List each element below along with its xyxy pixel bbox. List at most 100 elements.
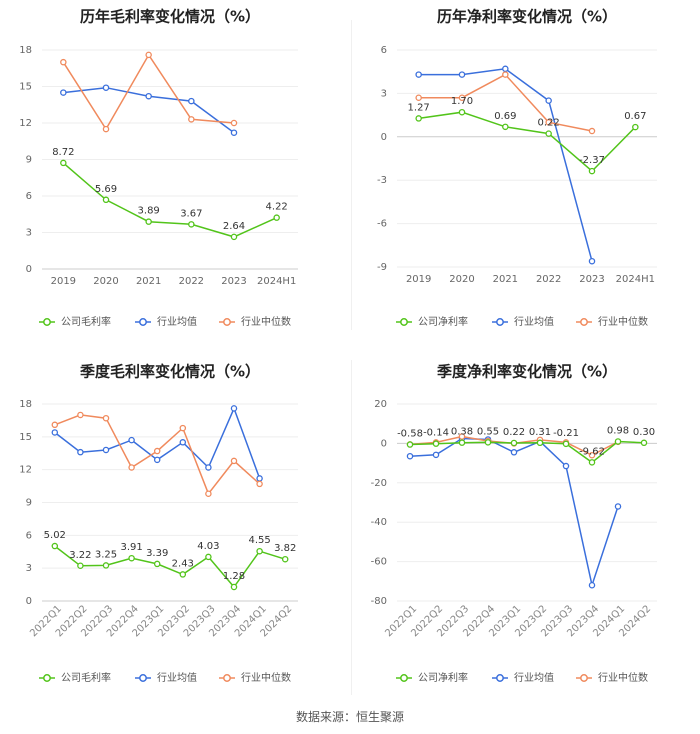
chart3-series-1-point-1 xyxy=(77,448,84,456)
chart1-xtick-label-2: 2021 xyxy=(136,276,161,287)
chart3-data-label-2: 3.25 xyxy=(95,549,117,560)
chart3-data-label-3: 3.91 xyxy=(120,542,142,553)
chart2-xtick-label-3: 2022 xyxy=(536,274,561,285)
chart4-series-1-point-0 xyxy=(406,452,414,460)
chart2-series-0-point-4 xyxy=(588,167,596,175)
chart1-series-2-point-0 xyxy=(60,58,67,66)
chart3-ytick-label-1: 3 xyxy=(26,563,32,574)
chart4-ytick-label-0: -80 xyxy=(371,596,387,607)
chart1-series-2-point-1 xyxy=(102,125,110,133)
chart4-legend-2-label: 行业中位数 xyxy=(598,671,648,684)
chart2-ytick-label-1: -6 xyxy=(377,219,387,230)
chart1-series-1-point-1 xyxy=(102,84,110,91)
chart4-data-label-7: -9.62 xyxy=(579,446,605,457)
chart2-series-0-point-5 xyxy=(632,123,639,131)
chart3-series-1-point-0 xyxy=(51,429,59,436)
chart1-legend-0-marker xyxy=(43,318,51,326)
chart1-ytick-label-0: 0 xyxy=(26,264,32,275)
chart2-xtick-label-5: 2024H1 xyxy=(616,274,655,285)
chart1-ytick-label-1: 3 xyxy=(26,228,32,239)
chart1-series-1-point-4 xyxy=(230,129,238,136)
chart1-ytick-label-3: 9 xyxy=(26,155,32,166)
chart4-legend-1-label: 行业均值 xyxy=(514,671,554,684)
chart3-series-1-point-8 xyxy=(256,475,263,482)
chart4-series-0-point-5 xyxy=(536,439,544,447)
chart3-series-1-point-3 xyxy=(128,436,135,444)
chart3-series-1-point-6 xyxy=(205,464,212,471)
chart2-series-1-point-2 xyxy=(502,65,509,73)
chart3-series-0-point-5 xyxy=(179,571,187,578)
chart1-series-0-point-5 xyxy=(273,214,280,221)
chart1-series-0-point-4 xyxy=(230,233,238,241)
chart1-legend-1-label: 行业均值 xyxy=(157,315,197,328)
chart2-series-2-point-4 xyxy=(588,127,596,135)
chart4-data-label-1: -0.14 xyxy=(423,428,449,439)
chart2-series-0-point-1 xyxy=(458,108,466,116)
chart4-data-label-2: 0.38 xyxy=(451,427,473,438)
chart2-series-0-line xyxy=(418,111,636,173)
chart1-data-label-3: 3.67 xyxy=(180,208,202,219)
chart2-ytick-label-3: 0 xyxy=(381,132,387,143)
chart2-data-label-3: 0.22 xyxy=(538,118,560,129)
chart1-xtick-label-4: 2023 xyxy=(221,276,246,287)
chart3-series-2-point-7 xyxy=(230,457,238,465)
chart2-series-2-point-1 xyxy=(458,94,466,101)
chart3-series-0-point-0 xyxy=(51,542,59,550)
chart4-data-label-0: -0.58 xyxy=(397,429,423,440)
chart2-data-label-5: 0.67 xyxy=(624,111,646,122)
chart3-legend-1-marker xyxy=(139,674,147,682)
chart1-xtick-label-5: 2024H1 xyxy=(257,276,296,287)
chart3-series-0-line xyxy=(54,545,286,589)
chart4-series-0-point-4 xyxy=(510,439,518,447)
chart4-data-label-3: 0.55 xyxy=(477,426,499,437)
chart3-series-1-point-4 xyxy=(153,456,161,464)
chart2-ytick-label-0: -9 xyxy=(377,262,387,273)
chart3-data-label-1: 3.22 xyxy=(69,550,91,561)
chart1-ytick-label-4: 12 xyxy=(19,118,32,129)
chart1-legend-0-label: 公司毛利率 xyxy=(61,315,111,328)
chart2-data-label-0: 1.27 xyxy=(408,102,430,113)
chart4-series-0-point-8 xyxy=(614,438,622,445)
chart3-series-0-point-4 xyxy=(153,560,161,568)
data-source-note: 数据来源：恒生聚源 xyxy=(295,710,404,724)
chart4-series-1-point-8 xyxy=(614,503,622,510)
chart3-series-2-point-4 xyxy=(153,447,161,455)
chart1-series-1-point-2 xyxy=(145,92,152,100)
chart3-series-0-point-1 xyxy=(77,562,84,570)
chart2-xtick-label-4: 2023 xyxy=(579,274,604,285)
chart2-legend-0-marker xyxy=(400,318,408,326)
chart3-series-2-point-3 xyxy=(128,464,135,471)
chart3-series-1-point-5 xyxy=(179,439,187,446)
chart3-ytick-label-3: 9 xyxy=(26,498,32,509)
chart3-series-2-point-5 xyxy=(179,424,187,432)
chart1-series-0-point-1 xyxy=(102,196,110,204)
chart4-series-0-point-2 xyxy=(458,439,466,446)
chart1-ytick-label-2: 6 xyxy=(26,191,32,202)
chart2-xtick-label-2: 2021 xyxy=(493,274,518,285)
chart3-data-label-4: 3.39 xyxy=(146,548,168,559)
chart1-xtick-label-1: 2020 xyxy=(93,276,118,287)
chart4-data-label-9: 0.30 xyxy=(633,427,655,438)
chart2-legend-2-marker xyxy=(580,318,588,326)
chart-divider-bottom xyxy=(351,360,352,695)
chart2-legend-0-label: 公司净利率 xyxy=(418,315,468,328)
chart1-data-label-2: 3.89 xyxy=(138,206,160,217)
chart2-series-1-point-4 xyxy=(588,257,596,265)
chart3-series-0-point-6 xyxy=(205,553,212,561)
chart3-ytick-label-5: 15 xyxy=(19,432,32,443)
chart3-data-label-9: 3.82 xyxy=(274,543,296,554)
chart3-series-0-point-3 xyxy=(128,554,135,562)
chart3-legend-2-label: 行业中位数 xyxy=(241,671,291,684)
chart1-series-1-point-3 xyxy=(188,97,195,105)
chart4-series-1-point-6 xyxy=(562,462,570,470)
chart1-ytick-label-5: 15 xyxy=(19,82,32,93)
chart4-series-0-point-1 xyxy=(432,440,440,447)
chart1-data-label-4: 2.64 xyxy=(223,221,245,232)
chart3-series-0-point-7 xyxy=(230,583,238,591)
chart2-series-2-point-2 xyxy=(502,71,509,78)
chart2-data-label-2: 0.69 xyxy=(494,111,516,122)
chart4-ytick-label-4: 0 xyxy=(381,438,387,449)
chart3-ytick-label-4: 12 xyxy=(19,465,32,476)
chart2-ytick-label-2: -3 xyxy=(377,175,387,186)
